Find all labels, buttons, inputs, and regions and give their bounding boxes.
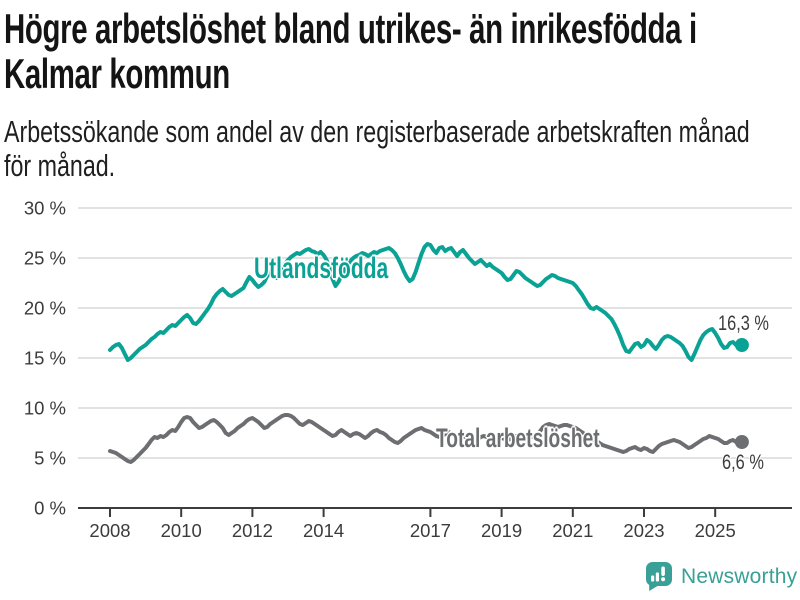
y-tick-label: 5 % [34, 448, 66, 469]
newsworthy-icon [646, 562, 672, 591]
x-tick-label: 2023 [623, 520, 664, 541]
chart-subtitle: Arbetssökande som andel av den registerb… [4, 115, 750, 183]
x-tick-label: 2012 [232, 520, 273, 541]
end-value-label-total: 6,6 % [722, 451, 764, 474]
x-tick-label: 2008 [89, 520, 130, 541]
newsworthy-logo: Newsworthy [646, 562, 797, 591]
series-label-total-arbetsloshet: Total arbetslöshet [436, 423, 600, 453]
x-tick-label: 2010 [161, 520, 202, 541]
y-tick-label: 20 % [24, 298, 66, 319]
y-tick-label: 10 % [24, 398, 66, 419]
newsworthy-wordmark: Newsworthy [681, 564, 798, 588]
chart-title-line2: Kalmar kommun [4, 50, 230, 97]
y-tick-label: 30 % [24, 198, 66, 219]
x-tick-label: 2021 [552, 520, 593, 541]
chart-subtitle-line2: för månad. [4, 148, 116, 183]
x-tick-label: 2019 [481, 520, 522, 541]
series-end-dot-total [734, 435, 749, 449]
chart-subtitle-line1: Arbetssökande som andel av den registerb… [4, 114, 750, 149]
chart-title: Högre arbetslöshet bland utrikes- än inr… [4, 6, 697, 96]
series-line-utlandsfodda [108, 242, 744, 362]
y-tick-label: 15 % [24, 348, 66, 369]
series-line-total [108, 413, 744, 464]
series-end-dot-utlandsfodda [734, 338, 749, 352]
x-tick-label: 2014 [303, 520, 344, 541]
x-tick-label: 2017 [410, 520, 451, 541]
end-value-label-utlandsfodda: 16,3 % [718, 312, 770, 335]
y-tick-label: 25 % [24, 248, 66, 269]
x-tick-label: 2025 [695, 520, 736, 541]
chart-title-line1: Högre arbetslöshet bland utrikes- än inr… [4, 5, 697, 52]
series-label-utlandsfodda: Utlandsfödda [254, 252, 389, 285]
y-tick-label: 0 % [34, 498, 66, 519]
